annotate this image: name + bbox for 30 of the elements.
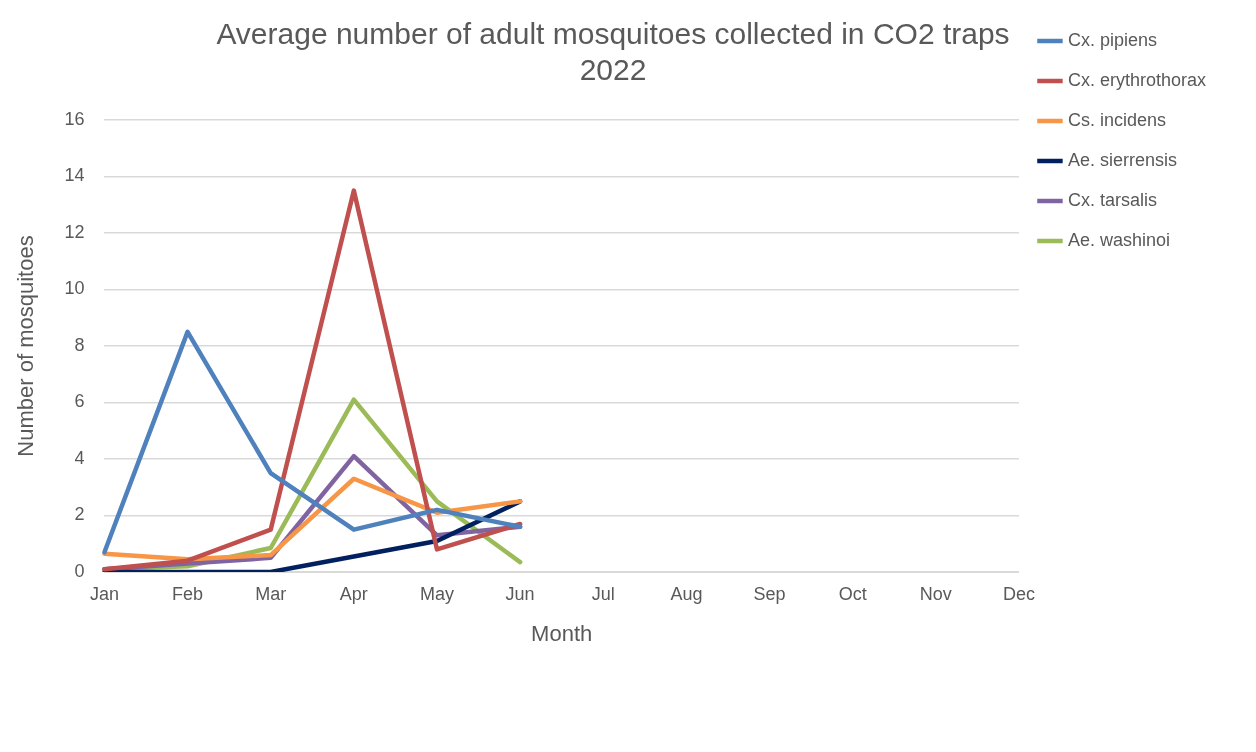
y-tick-label: 12 bbox=[64, 221, 85, 242]
y-tick-label: 6 bbox=[74, 391, 85, 412]
y-tick-label: 2 bbox=[74, 504, 85, 525]
y-tick-label: 8 bbox=[74, 334, 85, 355]
x-tick-label: Dec bbox=[1002, 583, 1035, 604]
y-tick-label: 16 bbox=[64, 108, 85, 129]
x-tick-label: Oct bbox=[838, 583, 867, 604]
x-tick-label: Mar bbox=[255, 583, 287, 604]
chart-title: Average number of adult mosquitoes collected in CO2 traps 2022 bbox=[216, 17, 1010, 87]
legend-label: Cs. incidens bbox=[1067, 109, 1166, 130]
x-axis-title: Month bbox=[531, 620, 593, 646]
x-tick-label: Jul bbox=[591, 583, 615, 604]
legend-label: Cx. pipiens bbox=[1067, 29, 1157, 50]
x-tick-label: Jun bbox=[505, 583, 535, 604]
y-tick-label: 4 bbox=[74, 447, 85, 468]
legend-label: Cx. tarsalis bbox=[1067, 189, 1157, 210]
legend-label: Ae. washinoi bbox=[1067, 229, 1171, 250]
x-tick-label: Feb bbox=[172, 583, 204, 604]
x-tick-label: Jan bbox=[89, 583, 119, 604]
x-tick-label: Apr bbox=[339, 583, 368, 604]
x-tick-label: Nov bbox=[919, 583, 952, 604]
x-tick-label: Aug bbox=[670, 583, 703, 604]
y-axis-title: Number of mosquitoes bbox=[13, 235, 39, 457]
y-tick-label: 0 bbox=[74, 560, 85, 581]
x-tick-label: Sep bbox=[753, 583, 786, 604]
legend-label: Cx. erythrothorax bbox=[1067, 69, 1207, 90]
x-tick-label: May bbox=[419, 583, 454, 604]
legend-label: Ae. sierrensis bbox=[1067, 149, 1177, 170]
y-tick-label: 10 bbox=[64, 278, 85, 299]
y-tick-label: 14 bbox=[64, 165, 85, 186]
